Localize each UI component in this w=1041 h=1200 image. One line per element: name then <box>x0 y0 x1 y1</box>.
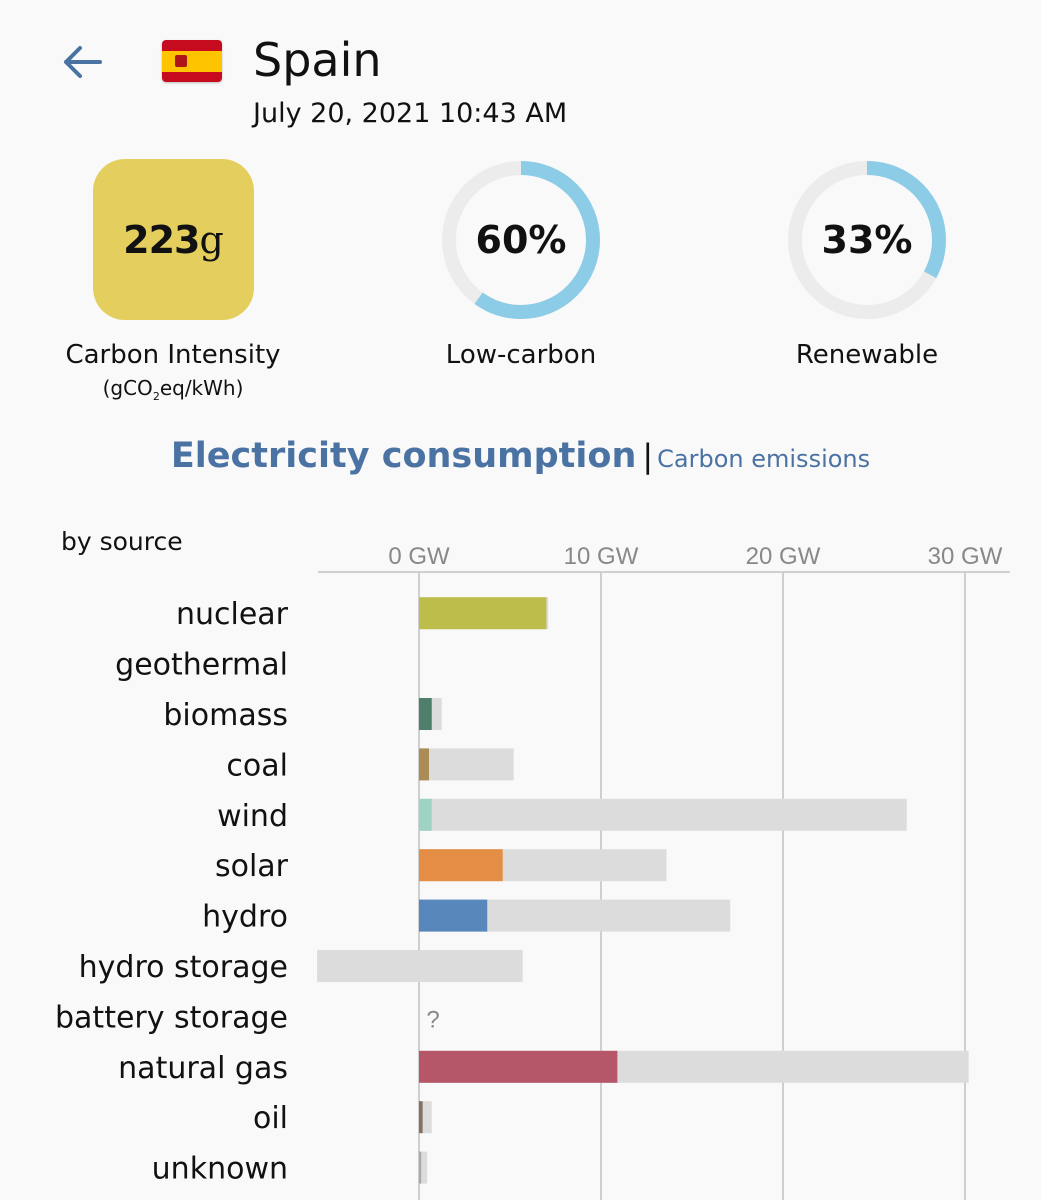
production-bar-wind <box>419 798 432 831</box>
capacity-bar-wind <box>419 798 907 831</box>
production-bar-oil <box>419 1101 423 1134</box>
tab-electricity-consumption[interactable]: Electricity consumption <box>170 436 637 476</box>
low-carbon-label: Low-carbon <box>445 340 597 370</box>
renewable-arc <box>788 161 946 319</box>
carbon-intensity-badge: 223 g <box>93 159 254 320</box>
production-bar-solar <box>419 849 503 882</box>
source-label-wind: wind <box>217 799 288 834</box>
chart-mode-tabs: Electricity consumption | Carbon emissions <box>0 436 1041 476</box>
production-bar-unknown <box>419 1151 422 1184</box>
country-title: Spain <box>253 33 382 87</box>
renewable-gauge: 33% <box>786 159 948 321</box>
x-tick-label: 30 GW <box>928 543 1003 570</box>
renewable-percent: 33% <box>821 218 913 262</box>
unknown-value-marker: ? <box>426 1006 439 1033</box>
source-label-unknown: unknown <box>152 1152 288 1187</box>
source-label-battery-storage: battery storage <box>55 1000 288 1035</box>
source-label-biomass: biomass <box>163 698 288 733</box>
low-carbon-percent: 60% <box>475 218 567 262</box>
capacity-bar-unknown <box>419 1151 428 1184</box>
x-tick-label: 0 GW <box>388 543 450 570</box>
arrow-left-icon[interactable] <box>58 40 106 84</box>
capacity-bar-hydro-storage <box>317 950 523 982</box>
production-bar-nuclear <box>419 597 547 630</box>
x-tick-label: 20 GW <box>746 543 821 570</box>
source-label-natural-gas: natural gas <box>118 1051 288 1086</box>
capacity-bar-coal <box>419 748 514 781</box>
x-tick-label: 10 GW <box>564 543 639 570</box>
production-bar-natural-gas <box>419 1050 618 1083</box>
source-label-geothermal: geothermal <box>115 648 288 683</box>
carbon-intensity-unit: g <box>199 217 224 262</box>
tab-carbon-emissions[interactable]: Carbon emissions <box>657 445 871 473</box>
source-label-coal: coal <box>226 748 288 783</box>
timestamp: July 20, 2021 10:43 AM <box>253 98 568 129</box>
production-bar-biomass <box>419 698 432 730</box>
low-carbon-arc <box>442 161 600 319</box>
tab-separator: | <box>642 437 654 475</box>
source-label-oil: oil <box>253 1101 288 1136</box>
source-label-hydro-storage: hydro storage <box>79 950 288 985</box>
carbon-intensity-label: Carbon Intensity <box>65 340 281 370</box>
chart-title: by source <box>61 527 183 556</box>
renewable-label: Renewable <box>795 340 939 370</box>
carbon-intensity-value: 223 <box>123 217 200 262</box>
source-label-hydro: hydro <box>202 900 288 935</box>
back-button[interactable] <box>58 40 106 84</box>
carbon-intensity-units: (gCO2eq/kWh) <box>102 376 244 403</box>
source-label-nuclear: nuclear <box>176 597 289 632</box>
spain-flag-icon <box>162 40 222 82</box>
production-bar-coal <box>419 748 430 781</box>
low-carbon-gauge: 60% <box>440 159 602 321</box>
production-bar-hydro <box>419 899 488 932</box>
production-by-source-chart: 0 GW 10 GW 20 GW 30 GW nuclear geothermal biom… <box>55 543 1010 1200</box>
source-label-solar: solar <box>215 849 289 884</box>
